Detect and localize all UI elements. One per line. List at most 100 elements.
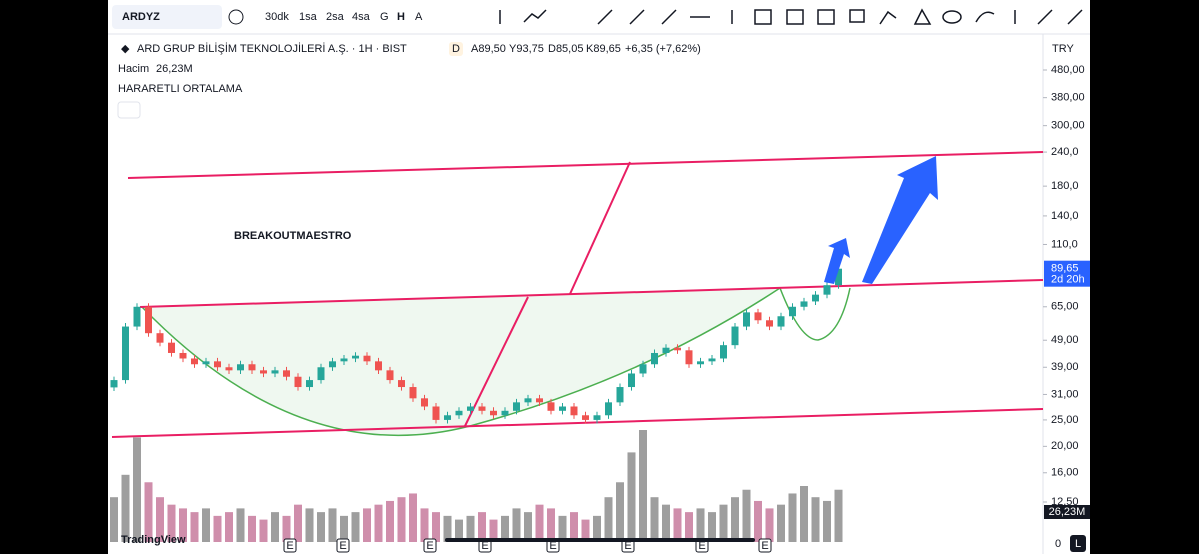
volume-bar	[466, 515, 475, 542]
interval-button[interactable]: A	[415, 11, 423, 23]
candle-body	[720, 345, 727, 359]
candle-body	[582, 415, 589, 420]
symbol[interactable]: ARDYZ	[122, 11, 160, 23]
candle-body	[536, 398, 543, 403]
interval-button[interactable]: H	[397, 11, 405, 23]
candle-body	[616, 387, 624, 403]
y-tick-label: 49,00	[1051, 334, 1079, 346]
volume-bar	[340, 515, 348, 542]
candle-body	[812, 294, 819, 302]
volume-bar	[535, 504, 544, 542]
volume-tag: 26,23M	[1049, 506, 1086, 518]
volume-bar	[397, 497, 406, 542]
indicator-name: HARARETLI ORTALAMA	[118, 83, 243, 95]
y-tick-label: 240,0	[1051, 146, 1079, 158]
volume-bar	[742, 489, 751, 542]
svg-text:◆: ◆	[121, 43, 130, 55]
event-label: E	[624, 540, 631, 552]
y-tick-label: 39,00	[1051, 361, 1079, 373]
candle-body	[110, 380, 118, 388]
candle-body	[501, 410, 509, 416]
candle-body	[628, 373, 635, 388]
candle-body	[386, 370, 394, 381]
candle-body	[835, 268, 842, 286]
y-tick-label: 180,0	[1051, 180, 1079, 192]
volume-bar	[236, 508, 245, 542]
candle-body	[202, 361, 210, 365]
candle-body	[363, 355, 371, 362]
candle-body	[133, 306, 141, 327]
chart: ARDYZ 30dk 1sa 2sa 4sa G H A ◆ ARD GRUP BİLİŞİ…	[108, 0, 1090, 554]
volume-bar	[581, 519, 590, 542]
candle-body	[823, 285, 831, 295]
y-tick-label: 380,00	[1051, 92, 1085, 104]
volume-bar	[455, 519, 463, 542]
candle-body	[490, 410, 497, 416]
volume-bar	[328, 508, 337, 542]
interval-button[interactable]: 2sa	[326, 11, 345, 23]
interval-button[interactable]: 30dk	[265, 11, 289, 23]
logo: TradingView	[121, 534, 186, 546]
y-tick-label: 300,00	[1051, 120, 1085, 132]
volume-bar	[167, 504, 176, 542]
collapse-button[interactable]	[117, 101, 141, 119]
candle-body	[237, 364, 244, 371]
event-label: E	[481, 540, 488, 552]
interval-button[interactable]: 4sa	[352, 11, 371, 23]
candle-body	[375, 361, 382, 371]
volume-bar	[673, 508, 682, 542]
candle-body	[179, 352, 187, 359]
volume-bar	[800, 486, 808, 542]
volume-bar	[248, 515, 256, 542]
volume-bar	[121, 474, 130, 542]
candle-body	[260, 370, 267, 374]
candle-body	[283, 370, 290, 377]
volume-bar	[593, 515, 601, 542]
log-button[interactable]: L	[1075, 538, 1081, 550]
watermark: BREAKOUTMAESTRO	[234, 230, 352, 242]
candle-body	[340, 358, 348, 362]
volume-bar	[834, 489, 843, 542]
volume-bar	[282, 515, 291, 542]
ohlc-high: Y93,75	[509, 43, 544, 55]
candle-body	[455, 410, 463, 416]
volume-bar	[685, 512, 693, 542]
interval-button[interactable]: 1sa	[299, 11, 318, 23]
y-tick-label: 12,50	[1051, 496, 1079, 508]
volume-bar	[225, 512, 233, 542]
zero-button[interactable]: 0	[1055, 538, 1061, 550]
volume-bar	[317, 512, 325, 542]
volume-bar	[604, 497, 613, 542]
event-marker	[283, 538, 297, 553]
y-tick-label: 110,0	[1051, 238, 1078, 250]
volume-bar	[823, 500, 831, 542]
candle-body	[766, 320, 773, 327]
candle-body	[145, 306, 152, 334]
add-button[interactable]	[228, 9, 244, 25]
candle-body	[524, 398, 532, 403]
countdown: 2d 20h	[1051, 274, 1085, 286]
candle-body	[467, 406, 474, 411]
volume-label: Hacim	[118, 63, 149, 75]
event-marker	[423, 538, 437, 553]
y-tick-label: 65,00	[1051, 301, 1079, 313]
candle-body	[156, 333, 164, 343]
symbol-box[interactable]	[112, 5, 222, 29]
candle-body	[444, 415, 451, 420]
candle-body	[639, 364, 647, 374]
interval-button[interactable]: G	[380, 11, 389, 23]
candle-body	[697, 361, 704, 365]
candle-body	[409, 387, 417, 399]
candle-body	[777, 316, 785, 327]
candle-body	[593, 415, 601, 420]
candle-body	[398, 380, 405, 388]
volume-bar	[627, 452, 636, 542]
volume-bar	[271, 512, 279, 542]
currency[interactable]: TRY	[1052, 43, 1074, 55]
candle-body	[306, 380, 313, 388]
event-label: E	[761, 540, 768, 552]
volume-value: 26,23M	[156, 63, 193, 75]
candle-body	[248, 364, 256, 371]
volume-bar	[616, 482, 624, 542]
volume-bar	[294, 504, 302, 542]
